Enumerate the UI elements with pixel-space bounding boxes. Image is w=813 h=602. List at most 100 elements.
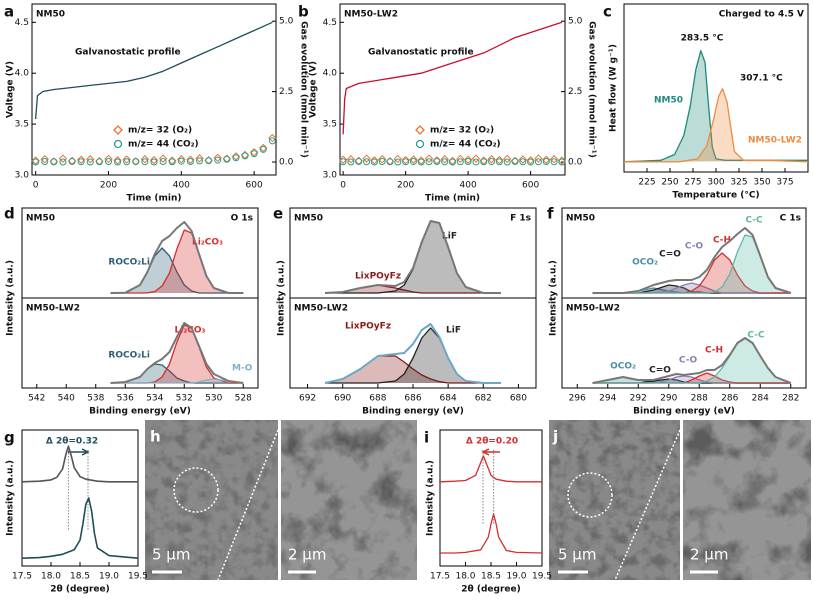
data-point <box>394 158 402 166</box>
x-tick-label: 350 <box>753 178 770 188</box>
data-point <box>268 137 276 145</box>
x-axis-label: 2θ (degree) <box>50 585 109 595</box>
x-tick-label: 600 <box>522 181 539 191</box>
panel-title: NM50 <box>566 214 595 224</box>
x-axis-label: Binding energy (eV) <box>362 407 464 417</box>
x-axis-label: Temperature (°C) <box>672 191 759 201</box>
x-tick-label: 0 <box>340 181 346 191</box>
data-point <box>441 158 449 166</box>
x-tick-label: 250 <box>661 178 678 188</box>
x-tick-label: 19.0 <box>506 572 526 582</box>
legend-label: m/z= 44 (CO₂) <box>430 140 501 150</box>
data-point <box>542 155 551 164</box>
series-label: Li₂CO₃ <box>192 238 223 248</box>
data-point <box>40 155 49 164</box>
y-axis-label: Intensity (a.u.) <box>6 260 16 336</box>
data-point <box>471 154 481 163</box>
x-tick-label: 688 <box>369 394 386 404</box>
series-label: OCO₂ <box>610 362 636 372</box>
scale-bar-label: 2 μm <box>690 546 728 564</box>
data-point <box>363 158 371 166</box>
data-point <box>259 145 267 153</box>
line <box>592 337 792 384</box>
area <box>624 88 809 163</box>
x-tick-label: 18.0 <box>455 572 475 582</box>
line <box>21 497 139 559</box>
data-point <box>433 157 441 165</box>
y2-tick-label: 0.0 <box>568 158 583 168</box>
panel-title: NM50 <box>26 214 55 224</box>
data-point <box>122 155 131 164</box>
x-tick-label: 292 <box>630 394 647 404</box>
annotation: 307.1 °C <box>740 74 783 84</box>
data-point <box>104 154 113 164</box>
x-tick-label: 530 <box>205 394 222 404</box>
x-tick-label: 18.5 <box>70 572 90 582</box>
data-point <box>76 155 86 164</box>
data-point <box>95 158 103 166</box>
data-point <box>177 155 186 164</box>
series-label: LixPOyFz <box>345 322 391 332</box>
series-label: C-H <box>713 236 731 246</box>
data-point <box>534 158 542 166</box>
y-axis-label: Intensity (a.u.) <box>6 460 16 536</box>
panel-subtitle: C 1s <box>780 214 801 224</box>
data-point <box>542 157 550 165</box>
x-tick-label: 18.5 <box>481 572 501 582</box>
line <box>110 221 244 294</box>
data-point <box>59 158 67 166</box>
plot-frame <box>339 3 566 176</box>
x-axis-label: Binding energy (eV) <box>633 407 735 417</box>
sem-image-h <box>145 420 417 581</box>
data-point <box>50 158 58 166</box>
line <box>592 227 792 294</box>
annotation: 283.5 °C <box>681 34 724 44</box>
data-point <box>141 158 149 166</box>
line <box>325 220 501 294</box>
data-point <box>503 158 511 166</box>
data-point <box>440 155 449 164</box>
data-point <box>77 158 85 166</box>
y-axis-label: Voltage (V) <box>309 61 319 118</box>
zoom-circle <box>567 472 613 518</box>
line <box>439 455 542 483</box>
data-point <box>449 158 456 166</box>
sem-image-j <box>549 420 811 581</box>
data-point <box>495 155 504 165</box>
data-point <box>250 150 258 158</box>
data-point <box>463 155 473 164</box>
zoom-line <box>217 429 279 581</box>
data-point <box>123 158 131 166</box>
x-tick-label: 534 <box>146 394 163 404</box>
series-label: LiF <box>442 232 457 242</box>
x-tick-label: 538 <box>87 394 104 404</box>
data-point <box>32 158 40 166</box>
data-point <box>149 155 159 165</box>
panel-label: g <box>4 429 15 447</box>
data-point <box>86 155 95 164</box>
panel-label: e <box>273 205 283 223</box>
series-label: C-C <box>745 216 763 226</box>
data-point <box>370 156 379 165</box>
data-point <box>456 154 465 164</box>
data-point <box>196 157 204 165</box>
area <box>623 50 808 163</box>
data-point <box>378 157 386 165</box>
panel-label: d <box>4 205 15 223</box>
panel-label: f <box>547 205 554 223</box>
panel-subtitle: O 1s <box>231 214 253 224</box>
legend-symbol <box>415 125 425 135</box>
x-tick-label: 294 <box>599 394 616 404</box>
x-axis-label: 2θ (degree) <box>461 585 520 595</box>
x-tick-label: 19.5 <box>128 572 148 582</box>
series-label: LiF <box>446 326 461 336</box>
x-tick-label: 325 <box>730 178 747 188</box>
x-axis-label: Time (min) <box>127 194 182 204</box>
legend-label: m/z= 32 (O₂) <box>128 126 192 136</box>
data-point <box>150 158 158 166</box>
panel-title: NM50 <box>294 214 323 224</box>
x-tick-label: 200 <box>100 181 117 191</box>
annotation: Galvanostatic profile <box>368 48 474 58</box>
legend-symbol <box>113 125 123 135</box>
x-tick-label: 692 <box>299 394 316 404</box>
